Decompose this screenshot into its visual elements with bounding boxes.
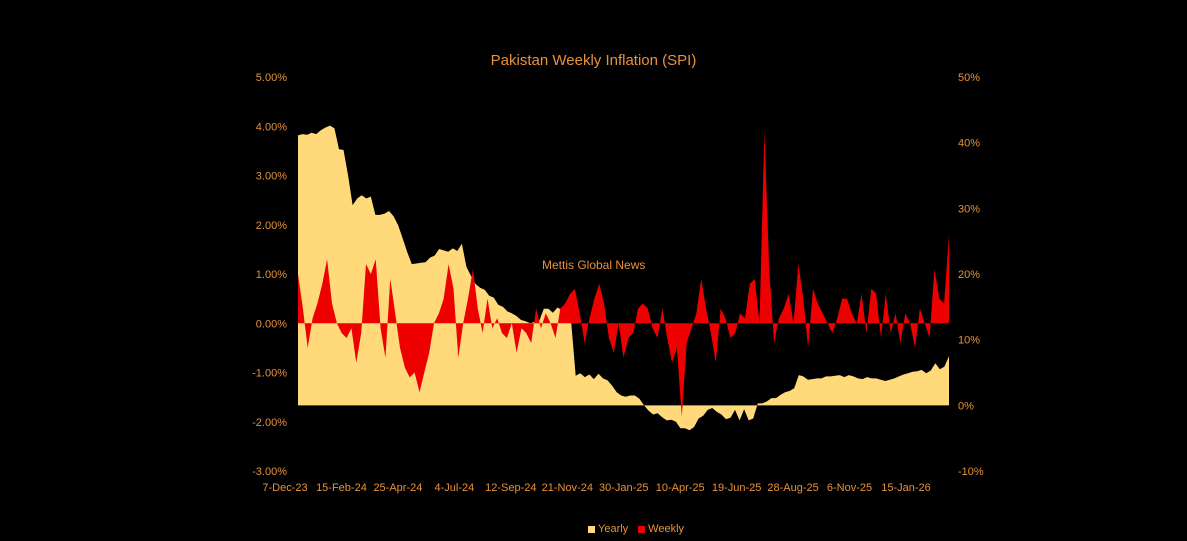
- left-axis-tick-label: 4.00%: [256, 121, 287, 133]
- x-axis-tick-label: 30-Jan-25: [599, 482, 649, 494]
- legend-item-yearly: Yearly: [588, 523, 628, 535]
- right-axis-tick-label: 50%: [958, 72, 980, 84]
- left-axis-tick-label: 2.00%: [256, 220, 287, 232]
- right-axis-tick-label: 0%: [958, 400, 974, 412]
- legend-swatch-yearly: [588, 526, 595, 533]
- right-axis-tick-label: 40%: [958, 138, 980, 150]
- left-axis-tick-label: -3.00%: [252, 466, 287, 478]
- x-axis-tick-label: 25-Apr-24: [373, 482, 422, 494]
- x-axis-tick-label: 7-Dec-23: [262, 482, 307, 494]
- left-axis-tick-label: -1.00%: [252, 368, 287, 380]
- left-axis-tick-label: 1.00%: [256, 269, 287, 281]
- x-axis-tick-label: 10-Apr-25: [656, 482, 705, 494]
- watermark: Mettis Global News: [542, 258, 645, 272]
- x-axis-tick-label: 21-Nov-24: [542, 482, 593, 494]
- left-axis-tick-label: 5.00%: [256, 72, 287, 84]
- left-axis-tick-label: 0.00%: [256, 318, 287, 330]
- right-axis-tick-label: 30%: [958, 203, 980, 215]
- left-axis-tick-label: -2.00%: [252, 417, 287, 429]
- right-axis-tick-label: 20%: [958, 269, 980, 281]
- legend: Yearly Weekly: [588, 523, 684, 535]
- x-axis-tick-label: 19-Jun-25: [712, 482, 762, 494]
- x-axis-tick-label: 15-Feb-24: [316, 482, 367, 494]
- legend-label-yearly: Yearly: [598, 523, 628, 535]
- x-axis-tick-label: 12-Sep-24: [485, 482, 536, 494]
- legend-item-weekly: Weekly: [638, 523, 684, 535]
- legend-label-weekly: Weekly: [648, 523, 684, 535]
- x-axis-tick-label: 6-Nov-25: [827, 482, 872, 494]
- legend-swatch-weekly: [638, 526, 645, 533]
- left-axis-tick-label: 3.00%: [256, 171, 287, 183]
- right-axis-tick-label: -10%: [958, 466, 984, 478]
- right-axis-tick-label: 10%: [958, 335, 980, 347]
- x-axis-tick-label: 28-Aug-25: [767, 482, 818, 494]
- x-axis-tick-label: 15-Jan-26: [881, 482, 931, 494]
- series-yearly-area: [298, 126, 949, 431]
- x-axis-tick-label: 4-Jul-24: [434, 482, 474, 494]
